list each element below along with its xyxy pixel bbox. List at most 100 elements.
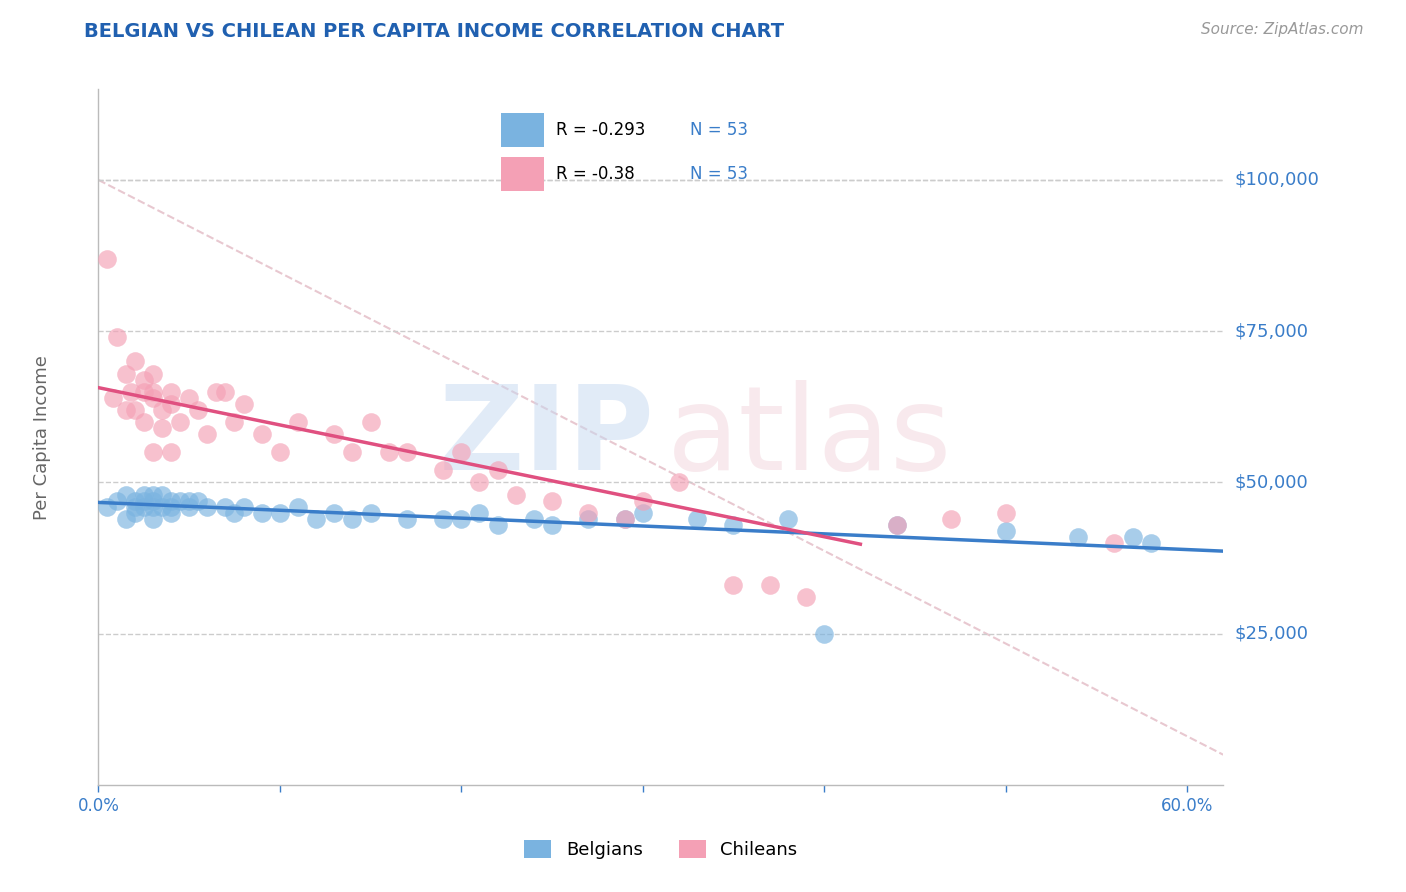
Point: [195, 500, 218, 514]
Point: [723, 517, 745, 532]
Point: [287, 415, 309, 429]
Point: [342, 512, 364, 526]
Point: [142, 391, 165, 405]
Text: $100,000: $100,000: [1234, 171, 1319, 189]
Text: $25,000: $25,000: [1234, 624, 1308, 643]
Text: $50,000: $50,000: [1234, 474, 1308, 491]
Point: [187, 493, 209, 508]
Point: [114, 402, 136, 417]
Point: [120, 384, 142, 399]
Point: [224, 506, 246, 520]
Point: [142, 493, 165, 508]
Point: [450, 445, 472, 459]
Point: [250, 506, 273, 520]
Point: [541, 517, 564, 532]
Point: [250, 427, 273, 442]
Point: [96, 252, 118, 266]
Point: [224, 415, 246, 429]
Point: [1067, 530, 1090, 544]
Point: [269, 506, 291, 520]
Point: [305, 512, 328, 526]
Point: [505, 487, 527, 501]
Point: [160, 397, 183, 411]
Point: [160, 506, 183, 520]
Point: [287, 500, 309, 514]
Point: [132, 500, 155, 514]
Point: [187, 402, 209, 417]
Point: [214, 384, 236, 399]
Point: [179, 500, 201, 514]
Point: [486, 517, 509, 532]
Point: [232, 397, 254, 411]
Point: [132, 384, 155, 399]
Point: [631, 506, 654, 520]
Point: [132, 373, 155, 387]
Point: [124, 402, 146, 417]
Point: [794, 591, 817, 605]
Point: [160, 500, 183, 514]
Text: $75,000: $75,000: [1234, 322, 1308, 340]
Point: [613, 512, 636, 526]
Point: [450, 512, 472, 526]
Point: [142, 512, 165, 526]
Point: [179, 391, 201, 405]
Point: [124, 493, 146, 508]
Point: [432, 512, 454, 526]
Point: [150, 487, 173, 501]
Point: [523, 512, 546, 526]
Point: [142, 445, 165, 459]
Point: [486, 463, 509, 477]
Point: [101, 391, 124, 405]
Point: [395, 512, 418, 526]
Point: [214, 500, 236, 514]
Point: [195, 427, 218, 442]
Point: [160, 445, 183, 459]
Point: [1139, 536, 1161, 550]
Legend: Belgians, Chileans: Belgians, Chileans: [517, 832, 804, 866]
Point: [776, 512, 799, 526]
Point: [468, 506, 491, 520]
Point: [395, 445, 418, 459]
Point: [541, 493, 564, 508]
Point: [613, 512, 636, 526]
Point: [377, 445, 399, 459]
Point: [132, 493, 155, 508]
Point: [269, 445, 291, 459]
Point: [468, 475, 491, 490]
Point: [132, 415, 155, 429]
Point: [994, 506, 1017, 520]
Point: [142, 500, 165, 514]
Point: [160, 493, 183, 508]
Point: [232, 500, 254, 514]
Point: [114, 512, 136, 526]
Point: [150, 421, 173, 435]
Text: ZIP: ZIP: [439, 380, 655, 494]
Point: [886, 517, 908, 532]
Point: [160, 384, 183, 399]
Point: [576, 512, 599, 526]
Point: [360, 506, 382, 520]
Point: [342, 445, 364, 459]
Point: [169, 493, 191, 508]
Point: [686, 512, 709, 526]
Point: [432, 463, 454, 477]
Point: [939, 512, 962, 526]
Text: atlas: atlas: [666, 380, 952, 494]
Point: [169, 415, 191, 429]
Point: [1121, 530, 1143, 544]
Point: [96, 500, 118, 514]
Text: BELGIAN VS CHILEAN PER CAPITA INCOME CORRELATION CHART: BELGIAN VS CHILEAN PER CAPITA INCOME COR…: [84, 22, 785, 41]
Point: [150, 500, 173, 514]
Point: [142, 384, 165, 399]
Point: [723, 578, 745, 592]
Point: [360, 415, 382, 429]
Point: [142, 367, 165, 381]
Point: [323, 427, 346, 442]
Point: [105, 493, 128, 508]
Point: [142, 487, 165, 501]
Text: Per Capita Income: Per Capita Income: [34, 355, 51, 519]
Point: [631, 493, 654, 508]
Point: [105, 330, 128, 344]
Point: [323, 506, 346, 520]
Point: [205, 384, 228, 399]
